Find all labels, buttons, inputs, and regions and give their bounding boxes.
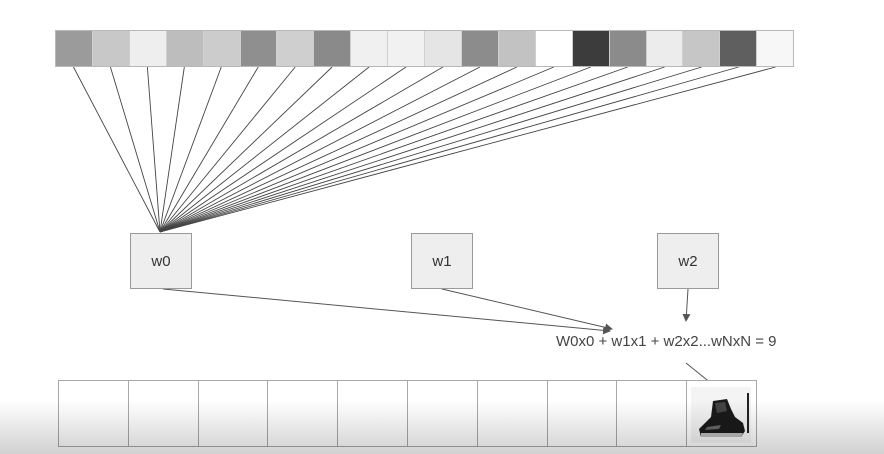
connection-line: [109, 66, 161, 233]
w2-to-formula-arrow: [682, 288, 691, 322]
weighted-sum-formula: W0x0 + w1x1 + w2x2...wNxN = 9: [556, 333, 777, 350]
input-pixel: [498, 31, 536, 66]
output-class-cell: [268, 381, 339, 446]
connection-line: [159, 66, 185, 233]
input-pixel: [314, 31, 352, 66]
input-pixel-strip: [55, 30, 794, 67]
connection-line: [159, 66, 481, 233]
output-class-cell: [548, 381, 618, 446]
connection-line: [159, 66, 702, 233]
input-pixel: [425, 31, 462, 66]
output-class-cell: [408, 381, 478, 446]
w0-to-formula-arrow: [162, 288, 611, 335]
connection-line: [159, 66, 776, 233]
weight-w1-label: w1: [432, 252, 452, 270]
input-pixel: [572, 31, 610, 66]
input-to-w0-connections: [73, 66, 776, 233]
weight-w2-label: w2: [678, 252, 698, 270]
input-pixel: [129, 31, 167, 66]
connection-line: [146, 66, 161, 233]
connection-line: [159, 66, 407, 233]
input-pixel: [92, 31, 130, 66]
connection-line: [159, 66, 518, 233]
w1-to-formula-arrow: [441, 288, 613, 332]
weight-w2: w2: [657, 233, 719, 289]
input-pixel: [609, 31, 647, 66]
output-class-cell: [617, 381, 688, 446]
input-pixel: [646, 31, 684, 66]
input-pixel: [683, 31, 721, 66]
weight-w0-label: w0: [151, 252, 171, 270]
connection-line: [159, 66, 333, 233]
input-pixel: [56, 31, 93, 66]
connection-line: [159, 66, 591, 233]
input-pixel: [277, 31, 315, 66]
connection-line: [159, 66, 554, 233]
output-class-cell: [199, 381, 269, 446]
connection-line: [159, 66, 370, 233]
connection-line: [159, 66, 665, 233]
output-class-cell: [129, 381, 199, 446]
connection-line: [159, 66, 296, 233]
input-pixel: [720, 31, 758, 66]
input-pixel: [166, 31, 204, 66]
connection-line: [159, 66, 259, 233]
connection-line: [159, 66, 739, 233]
output-class-row: [58, 380, 757, 447]
input-pixel: [535, 31, 573, 66]
input-pixel: [240, 31, 278, 66]
connection-line: [73, 66, 161, 233]
input-pixel: [388, 31, 426, 66]
output-class-cell: [338, 381, 408, 446]
output-class-cell: [687, 381, 756, 446]
boot-icon: [691, 387, 752, 443]
weight-w1: w1: [411, 233, 473, 289]
input-pixel: [461, 31, 499, 66]
input-pixel: [203, 31, 241, 66]
connection-line: [159, 66, 222, 233]
weight-w0: w0: [130, 233, 192, 289]
connection-line: [159, 66, 628, 233]
input-pixel: [757, 31, 794, 66]
output-class-cell: [59, 381, 129, 446]
connection-line: [159, 66, 444, 233]
input-pixel: [351, 31, 389, 66]
output-class-cell: [478, 381, 548, 446]
